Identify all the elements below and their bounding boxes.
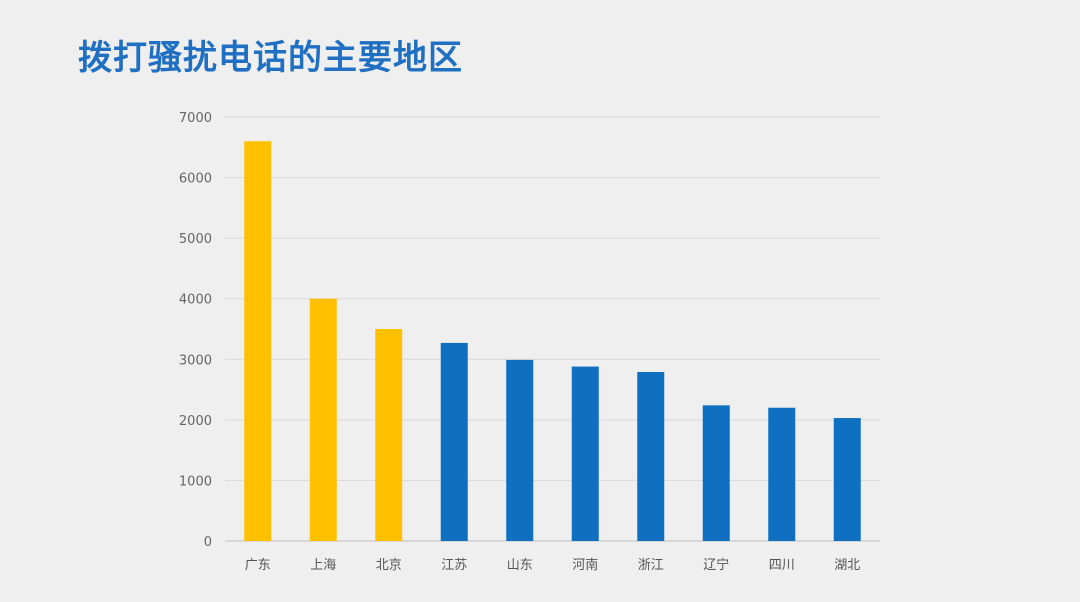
category-label: 辽宁 [703, 557, 729, 573]
category-label: 四川 [769, 558, 795, 573]
bar [506, 359, 534, 541]
y-tick-label: 0 [204, 535, 212, 550]
y-tick-label: 5000 [179, 232, 212, 247]
bar [309, 298, 337, 541]
category-label: 广东 [245, 558, 271, 573]
bar [637, 372, 665, 541]
bar [768, 407, 796, 541]
y-tick-label: 6000 [179, 172, 212, 187]
bar [702, 405, 730, 541]
category-label: 北京 [376, 558, 402, 573]
category-label: 浙江 [638, 558, 664, 573]
category-label: 江苏 [441, 557, 467, 573]
y-tick-label: 7000 [179, 111, 212, 126]
y-tick-label: 3000 [179, 353, 212, 368]
bar [375, 329, 403, 541]
bar [440, 342, 468, 541]
y-tick-label: 2000 [179, 414, 212, 429]
category-label: 河南 [572, 557, 598, 573]
bar [244, 141, 272, 541]
category-label: 山东 [507, 558, 533, 573]
bar [833, 418, 861, 541]
y-tick-label: 4000 [179, 293, 212, 308]
page-title: 拨打骚扰电话的主要地区 [78, 38, 463, 78]
category-label: 上海 [310, 558, 336, 573]
bar [571, 366, 599, 541]
y-tick-label: 1000 [179, 474, 212, 489]
category-label: 湖北 [834, 558, 860, 573]
